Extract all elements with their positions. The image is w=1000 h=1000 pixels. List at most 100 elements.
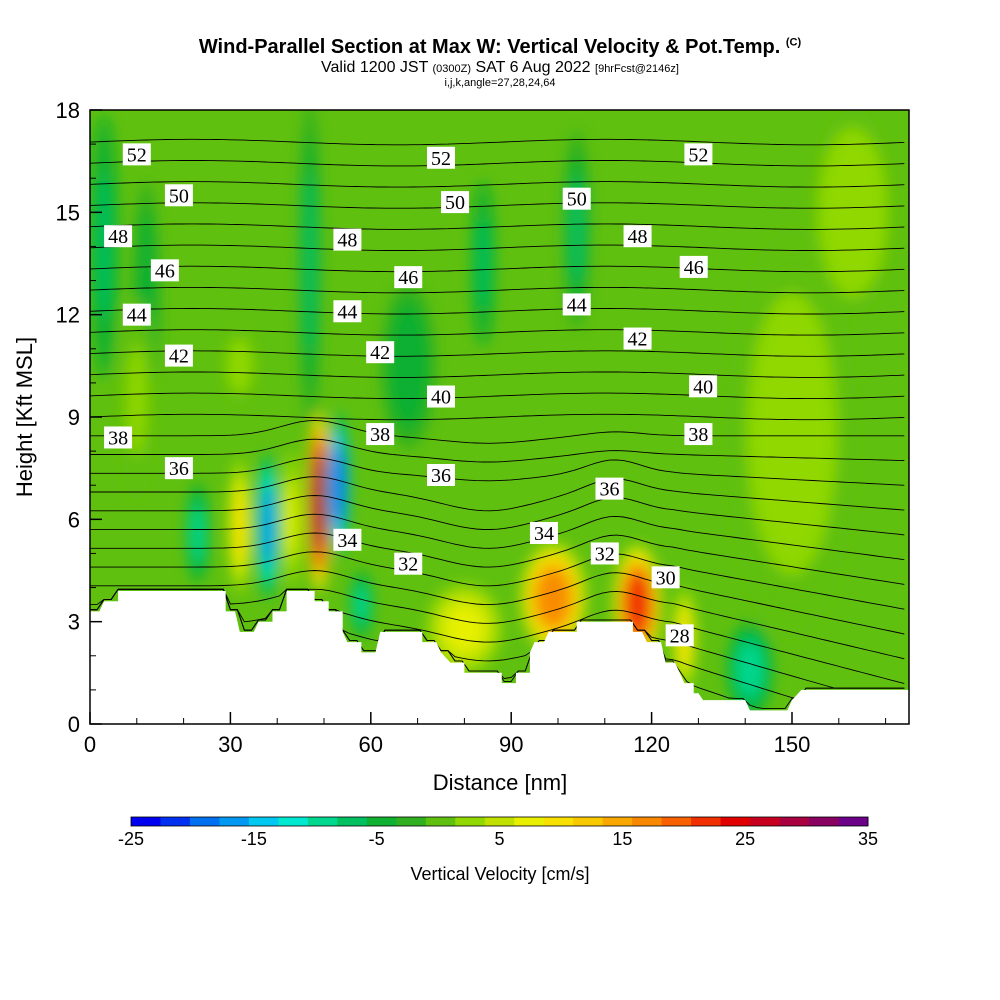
contour-label-text: 46 xyxy=(398,267,418,289)
theta-contour-line xyxy=(90,160,905,167)
theta-contour-line xyxy=(90,286,905,294)
contour-label-box xyxy=(529,521,558,544)
grid-indices: i,j,k,angle=27,28,24,64 xyxy=(444,77,556,89)
contour-label-box xyxy=(394,552,423,575)
contour-label-box xyxy=(684,423,713,446)
y-tick-label: 18 xyxy=(56,98,80,123)
contour-label: 34 xyxy=(333,528,362,552)
terrain xyxy=(90,591,909,724)
contour-label: 50 xyxy=(562,187,591,211)
x-tick-label: 120 xyxy=(633,732,670,757)
contour-label-text: 48 xyxy=(337,230,357,252)
colorbar-swatch xyxy=(484,817,515,826)
colorbar-tick-label: 5 xyxy=(494,829,504,849)
contour-label-box xyxy=(590,542,619,565)
colorbar-swatch xyxy=(455,817,486,826)
contour-label-text: 32 xyxy=(595,543,615,565)
contour-label: 48 xyxy=(623,225,652,248)
theta-contour-line xyxy=(90,350,905,357)
contour-label-text: 46 xyxy=(684,257,704,279)
contour-label: 32 xyxy=(590,542,619,565)
colorbar-swatch xyxy=(219,817,250,826)
theta-contours xyxy=(90,138,905,710)
velocity-blob xyxy=(737,643,763,696)
contour-label: 38 xyxy=(104,426,133,449)
contour-label-box xyxy=(122,143,151,166)
contour-label: 52 xyxy=(122,143,151,166)
contour-label-text: 52 xyxy=(688,144,708,166)
contour-label-box xyxy=(623,225,652,248)
colorbar-swatch xyxy=(661,817,692,826)
contour-label: 30 xyxy=(651,566,680,589)
y-axis-label: Height [Kft MSL] xyxy=(12,337,37,497)
contour-label: 48 xyxy=(104,225,133,248)
contour-label: 44 xyxy=(333,300,362,323)
contour-label-text: 38 xyxy=(688,424,708,446)
contour-label-text: 42 xyxy=(370,342,390,364)
contour-label-box xyxy=(651,566,680,589)
colorbar: -25 -15 -5 5 15 25 35 xyxy=(118,816,878,849)
velocity-blob xyxy=(331,443,345,527)
contour-label-box xyxy=(684,143,713,166)
contour-label-text: 50 xyxy=(445,192,465,214)
contour-label-box xyxy=(333,528,362,551)
contour-label: 36 xyxy=(427,463,455,487)
x-tick-label: 0 xyxy=(84,732,96,757)
contour-label: 36 xyxy=(164,457,193,480)
y-tick-label: 12 xyxy=(56,303,80,328)
velocity-blob xyxy=(443,604,485,653)
colorbar-swatch xyxy=(189,817,220,826)
x-axis-label: Distance [nm] xyxy=(433,770,568,795)
colorbar-swatch xyxy=(514,817,545,826)
y-tick-label: 15 xyxy=(56,200,80,225)
theta-contour-line xyxy=(90,202,905,209)
valid-date: SAT 6 Aug 2022 xyxy=(475,59,591,76)
theta-contour-line xyxy=(90,551,905,610)
contour-label-box xyxy=(366,341,395,364)
contour-label-text: 44 xyxy=(337,301,357,323)
contour-label: 52 xyxy=(427,146,455,170)
contour-label: 42 xyxy=(623,327,652,351)
contour-label-text: 34 xyxy=(534,523,554,545)
theta-contour-line xyxy=(90,495,905,536)
colorbar-swatch xyxy=(573,817,604,826)
contour-label: 46 xyxy=(150,259,179,282)
theta-contour-line xyxy=(90,457,905,486)
colorbar-swatch xyxy=(248,817,279,826)
contour-label-text: 40 xyxy=(431,387,451,409)
contour-label: 32 xyxy=(394,552,423,576)
plot-area: 52 52 52 50 50 50 48 48 48 46 46 46 44 44 44 42 42 42 40 40… xyxy=(90,110,909,724)
title-main: Wind-Parallel Section at Max W: Vertical… xyxy=(198,36,781,58)
contour-label-box xyxy=(164,457,193,480)
contour-label-text: 28 xyxy=(670,625,690,647)
theta-contour-line xyxy=(90,265,905,273)
colorbar-swatch xyxy=(779,817,810,826)
velocity-blob xyxy=(476,216,490,311)
theta-contour-line xyxy=(90,532,905,585)
x-tick-label: 60 xyxy=(359,732,383,757)
contour-label-box xyxy=(333,300,362,323)
velocity-blob xyxy=(829,156,877,269)
contour-label-box xyxy=(562,187,591,210)
contour-label: 46 xyxy=(394,266,423,289)
theta-contour-line xyxy=(90,329,905,336)
y-tick-label: 0 xyxy=(68,712,80,737)
contour-label-text: 42 xyxy=(169,346,189,368)
colorbar-swatch xyxy=(278,817,309,826)
theta-contour-line xyxy=(90,308,905,315)
colorbar-label: Vertical Velocity [cm/s] xyxy=(410,864,589,884)
contour-label-text: 48 xyxy=(628,226,648,248)
contour-label-text: 32 xyxy=(398,554,418,576)
contour-label: 38 xyxy=(366,423,395,446)
colorbar-swatch xyxy=(602,817,633,826)
colorbar-swatch xyxy=(632,817,663,826)
velocity-blob xyxy=(233,488,247,564)
contour-label: 44 xyxy=(122,303,151,327)
contour-label-box xyxy=(150,259,179,282)
colorbar-tick-label: -5 xyxy=(369,829,385,849)
velocity-blob xyxy=(285,481,297,557)
theta-contour-line xyxy=(90,588,905,684)
colorbar-tick-label: 25 xyxy=(735,829,755,849)
contour-label: 46 xyxy=(679,255,708,279)
colorbar-swatch xyxy=(750,817,781,826)
